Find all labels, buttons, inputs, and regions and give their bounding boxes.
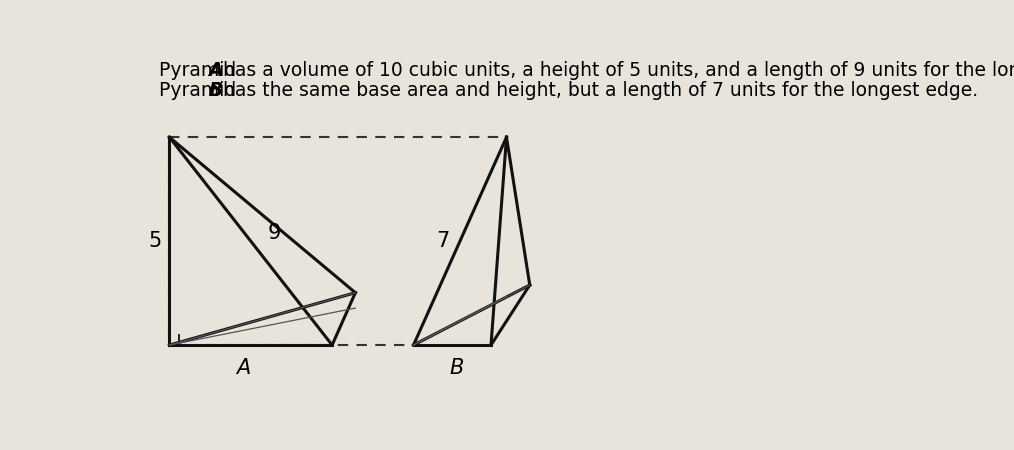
Text: Pyramid: Pyramid	[159, 61, 242, 80]
Text: 5: 5	[148, 231, 161, 251]
Text: B: B	[208, 81, 222, 99]
Text: A: A	[236, 358, 250, 378]
Text: Pyramid: Pyramid	[159, 81, 242, 99]
Text: has a volume of 10 cubic units, a height of 5 units, and a length of 9 units for: has a volume of 10 cubic units, a height…	[217, 61, 1014, 80]
Text: A: A	[208, 61, 223, 80]
Text: B: B	[449, 358, 463, 378]
Text: has the same base area and height, but a length of 7 units for the longest edge.: has the same base area and height, but a…	[217, 81, 979, 99]
Text: 7: 7	[436, 231, 449, 251]
Text: 9: 9	[268, 223, 281, 243]
